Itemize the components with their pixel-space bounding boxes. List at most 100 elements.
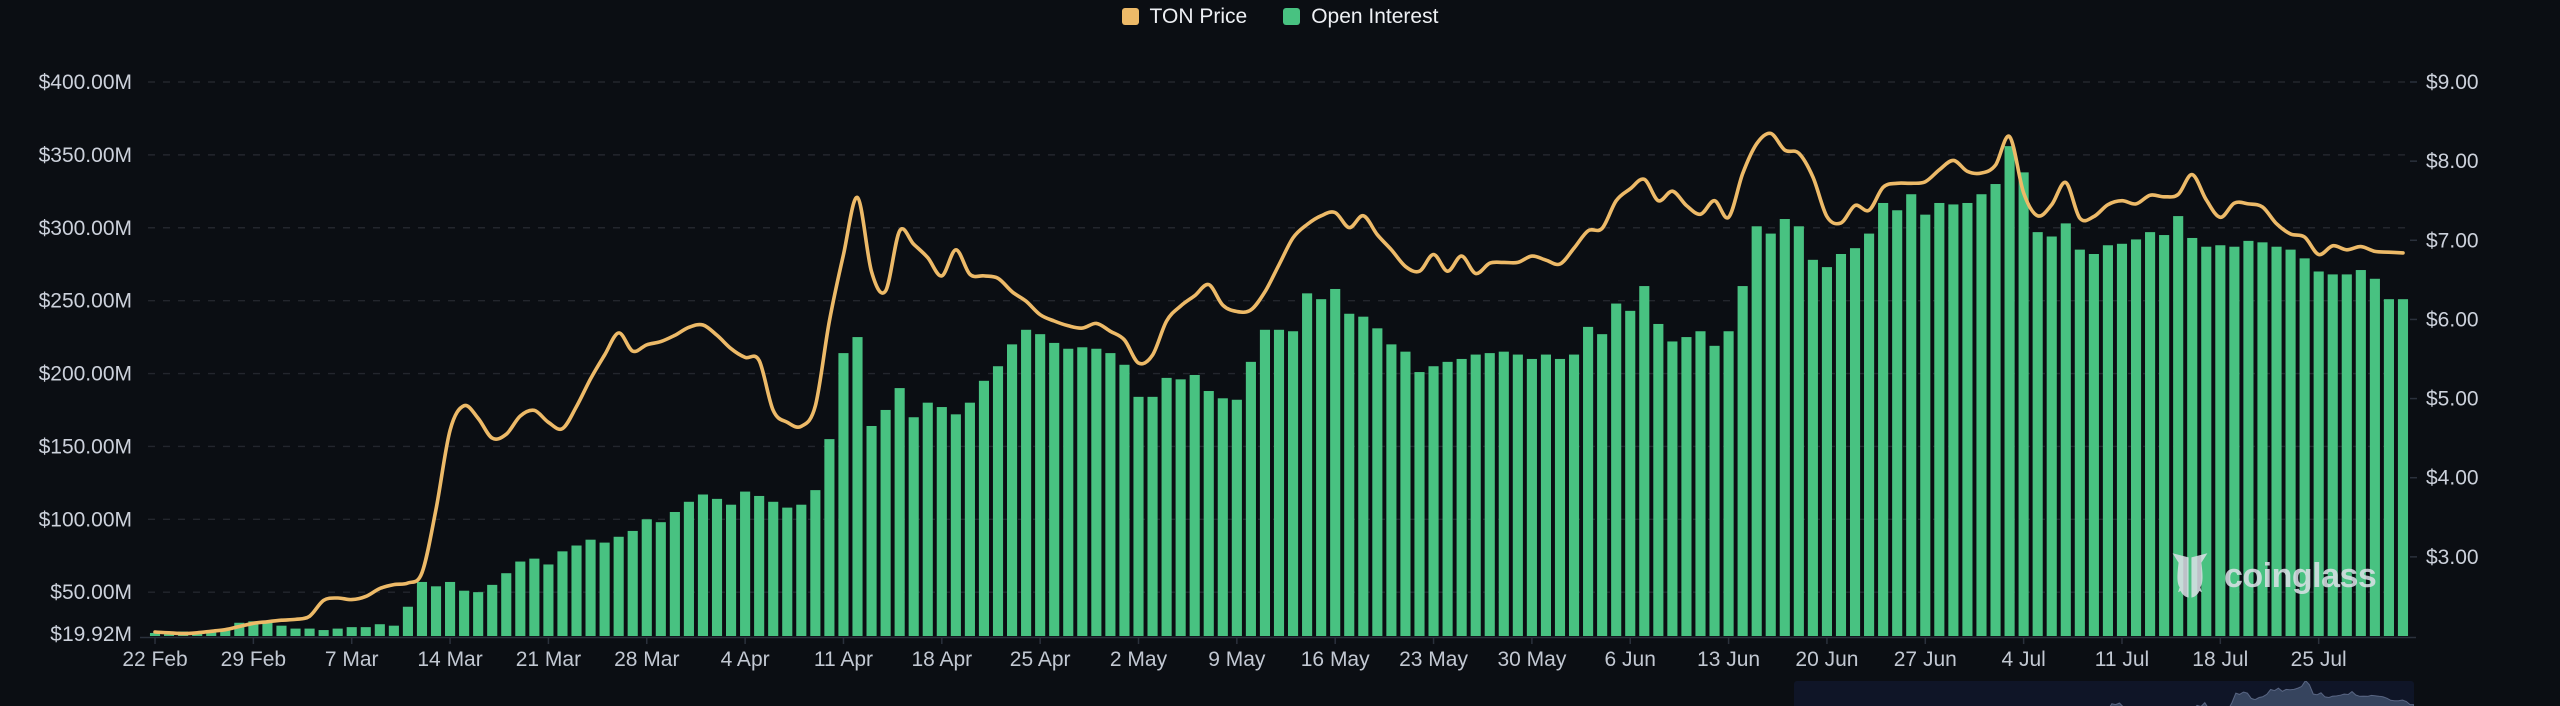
oi-bar[interactable]	[1962, 202, 1973, 636]
oi-bar[interactable]	[1428, 366, 1439, 636]
oi-bar[interactable]	[1358, 316, 1369, 636]
oi-bar[interactable]	[613, 536, 624, 636]
oi-bar[interactable]	[543, 564, 554, 636]
oi-bar[interactable]	[1442, 361, 1453, 636]
oi-bar[interactable]	[908, 417, 919, 636]
oi-bar[interactable]	[627, 530, 638, 636]
oi-bar[interactable]	[1259, 329, 1271, 636]
oi-bar[interactable]	[2159, 235, 2170, 636]
oi-bar[interactable]	[1583, 326, 1594, 636]
oi-bar[interactable]	[2046, 236, 2057, 636]
oi-bar[interactable]	[1077, 347, 1088, 636]
oi-bar[interactable]	[655, 522, 666, 636]
oi-bar[interactable]	[1681, 337, 1692, 636]
oi-bar[interactable]	[487, 584, 498, 636]
oi-bar[interactable]	[2201, 246, 2212, 636]
oi-bar[interactable]	[1245, 361, 1256, 636]
oi-bar[interactable]	[1091, 348, 1102, 636]
oi-bar[interactable]	[782, 507, 793, 636]
oi-bar[interactable]	[1456, 358, 1467, 636]
oi-bar[interactable]	[1793, 226, 1804, 636]
oi-bar[interactable]	[1765, 233, 1776, 636]
oi-bar[interactable]	[402, 606, 413, 636]
oi-bar[interactable]	[1302, 293, 1313, 636]
oi-bar[interactable]	[1344, 313, 1355, 636]
oi-bar[interactable]	[459, 590, 470, 636]
oi-bar[interactable]	[697, 494, 709, 636]
oi-bar[interactable]	[2341, 274, 2352, 636]
oi-bar[interactable]	[852, 337, 863, 636]
oi-bar[interactable]	[2355, 270, 2366, 636]
oi-bar[interactable]	[2327, 274, 2338, 636]
oi-bar[interactable]	[1864, 233, 1875, 636]
oi-bar[interactable]	[1835, 253, 1847, 637]
oi-bar[interactable]	[683, 501, 694, 636]
oi-bar[interactable]	[1892, 210, 1903, 636]
oi-bar[interactable]	[1175, 379, 1186, 636]
oi-bar[interactable]	[1653, 323, 1664, 636]
oi-bar[interactable]	[515, 561, 526, 636]
oi-bar[interactable]	[262, 622, 273, 636]
oi-bar[interactable]	[332, 628, 343, 636]
oi-bar[interactable]	[374, 624, 385, 636]
oi-bar[interactable]	[585, 539, 596, 636]
oi-bar[interactable]	[2229, 246, 2240, 636]
oi-bar[interactable]	[599, 542, 610, 636]
oi-bar[interactable]	[1119, 364, 1130, 636]
oi-bar[interactable]	[1554, 358, 1566, 636]
oi-bar[interactable]	[2060, 223, 2071, 636]
oi-bar[interactable]	[2018, 172, 2029, 636]
oi-bar[interactable]	[824, 439, 835, 636]
oi-bar[interactable]	[1976, 194, 1987, 637]
oi-bar[interactable]	[445, 581, 456, 636]
oi-bar[interactable]	[1526, 358, 1537, 636]
timeline-navigator[interactable]	[1794, 681, 2414, 706]
oi-bar[interactable]	[1498, 351, 1509, 636]
oi-bar[interactable]	[2004, 146, 2015, 637]
oi-bar[interactable]	[234, 622, 245, 636]
oi-bar[interactable]	[1470, 354, 1481, 636]
oi-bar[interactable]	[2187, 237, 2198, 636]
oi-bar[interactable]	[1386, 344, 1397, 636]
oi-bar[interactable]	[1273, 329, 1285, 636]
oi-bar[interactable]	[1133, 396, 1144, 636]
oi-bar[interactable]	[1568, 354, 1580, 636]
oi-bar[interactable]	[2383, 299, 2394, 636]
oi-bar[interactable]	[501, 573, 512, 636]
oi-bar[interactable]	[346, 627, 357, 636]
open-interest-bars[interactable]	[149, 146, 2409, 637]
oi-bar[interactable]	[1512, 354, 1523, 636]
oi-bar[interactable]	[2215, 245, 2226, 636]
oi-bar[interactable]	[992, 366, 1004, 636]
oi-bar[interactable]	[894, 388, 905, 636]
oi-bar[interactable]	[571, 545, 582, 636]
ton-price-line[interactable]	[153, 131, 2405, 636]
oi-bar[interactable]	[936, 407, 947, 636]
oi-bar[interactable]	[2032, 232, 2043, 637]
oi-bar[interactable]	[1709, 345, 1720, 636]
oi-bar[interactable]	[1231, 399, 1242, 636]
oi-bar[interactable]	[1737, 286, 1748, 636]
oi-bar[interactable]	[2145, 232, 2156, 637]
oi-bar[interactable]	[922, 402, 933, 636]
oi-bar[interactable]	[1021, 329, 1032, 636]
oi-bar[interactable]	[1372, 328, 1383, 636]
oi-bar[interactable]	[248, 621, 259, 636]
oi-bar[interactable]	[1779, 219, 1790, 637]
oi-bar[interactable]	[1906, 194, 1917, 637]
oi-bar[interactable]	[726, 504, 737, 636]
oi-bar[interactable]	[1695, 331, 1706, 636]
oi-bar[interactable]	[978, 380, 990, 636]
oi-bar[interactable]	[964, 402, 975, 636]
oi-bar[interactable]	[1849, 248, 1861, 636]
oi-bar[interactable]	[529, 558, 540, 636]
oi-bar[interactable]	[2313, 271, 2324, 636]
oi-bar[interactable]	[950, 414, 961, 636]
oi-bar[interactable]	[2116, 243, 2128, 637]
oi-bar[interactable]	[1878, 202, 1889, 636]
legend-item-open-interest[interactable]: Open Interest	[1283, 6, 1438, 27]
oi-bar[interactable]	[1611, 303, 1622, 636]
oi-bar[interactable]	[2130, 239, 2142, 636]
oi-bar[interactable]	[1161, 377, 1172, 636]
oi-bar[interactable]	[2074, 249, 2085, 636]
